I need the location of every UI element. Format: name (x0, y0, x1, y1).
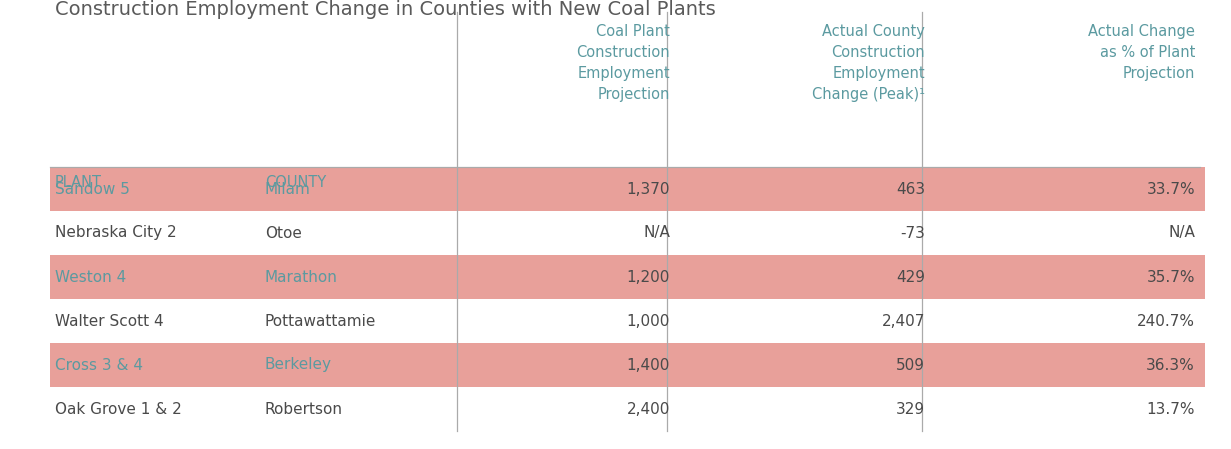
Text: Cross 3 & 4: Cross 3 & 4 (55, 357, 143, 373)
Text: Coal Plant
Construction
Employment
Projection: Coal Plant Construction Employment Proje… (576, 24, 670, 102)
Text: Otoe: Otoe (265, 225, 302, 241)
Text: PLANT: PLANT (55, 175, 102, 190)
Text: 509: 509 (896, 357, 924, 373)
Text: Berkeley: Berkeley (265, 357, 332, 373)
Text: Walter Scott 4: Walter Scott 4 (55, 313, 164, 329)
Text: Oak Grove 1 & 2: Oak Grove 1 & 2 (55, 401, 182, 417)
Text: 13.7%: 13.7% (1146, 401, 1195, 417)
Text: Milam: Milam (265, 181, 311, 197)
Text: Actual Change
as % of Plant
Projection: Actual Change as % of Plant Projection (1088, 24, 1195, 81)
Text: Nebraska City 2: Nebraska City 2 (55, 225, 176, 241)
Bar (50, 255, 1205, 299)
Text: 2,407: 2,407 (881, 313, 924, 329)
Text: 329: 329 (896, 401, 924, 417)
Text: Pottawattamie: Pottawattamie (265, 313, 377, 329)
Text: 1,370: 1,370 (627, 181, 670, 197)
Text: 36.3%: 36.3% (1146, 357, 1195, 373)
Text: 429: 429 (896, 269, 924, 285)
Text: 1,400: 1,400 (627, 357, 670, 373)
Text: Construction Employment Change in Counties with New Coal Plants: Construction Employment Change in Counti… (55, 0, 715, 19)
Text: N/A: N/A (1168, 225, 1195, 241)
Text: 240.7%: 240.7% (1137, 313, 1195, 329)
Text: Robertson: Robertson (265, 401, 343, 417)
Text: 1,200: 1,200 (627, 269, 670, 285)
Text: -73: -73 (900, 225, 924, 241)
Text: Weston 4: Weston 4 (55, 269, 127, 285)
Text: 33.7%: 33.7% (1146, 181, 1195, 197)
Text: 1,000: 1,000 (627, 313, 670, 329)
Text: Marathon: Marathon (265, 269, 337, 285)
Text: COUNTY: COUNTY (265, 175, 326, 190)
Bar (50, 167, 1205, 211)
Text: N/A: N/A (643, 225, 670, 241)
Text: 35.7%: 35.7% (1146, 269, 1195, 285)
Bar (50, 343, 1205, 387)
Text: 463: 463 (896, 181, 924, 197)
Text: Sandow 5: Sandow 5 (55, 181, 130, 197)
Text: Actual County
Construction
Employment
Change (Peak)¹: Actual County Construction Employment Ch… (812, 24, 924, 102)
Text: 2,400: 2,400 (627, 401, 670, 417)
